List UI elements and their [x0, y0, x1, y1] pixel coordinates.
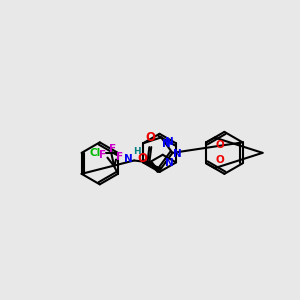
Text: N: N [162, 139, 171, 149]
Text: F: F [116, 152, 123, 162]
Text: F: F [109, 144, 116, 154]
Text: O: O [216, 155, 224, 165]
Text: Cl: Cl [89, 148, 101, 158]
Text: O: O [145, 131, 155, 144]
Text: N: N [124, 154, 133, 164]
Text: O: O [137, 152, 147, 165]
Text: O: O [216, 140, 224, 151]
Text: H: H [133, 147, 141, 156]
Text: F: F [99, 150, 106, 160]
Text: N: N [165, 137, 174, 147]
Text: N: N [173, 149, 182, 159]
Text: N: N [165, 158, 174, 168]
